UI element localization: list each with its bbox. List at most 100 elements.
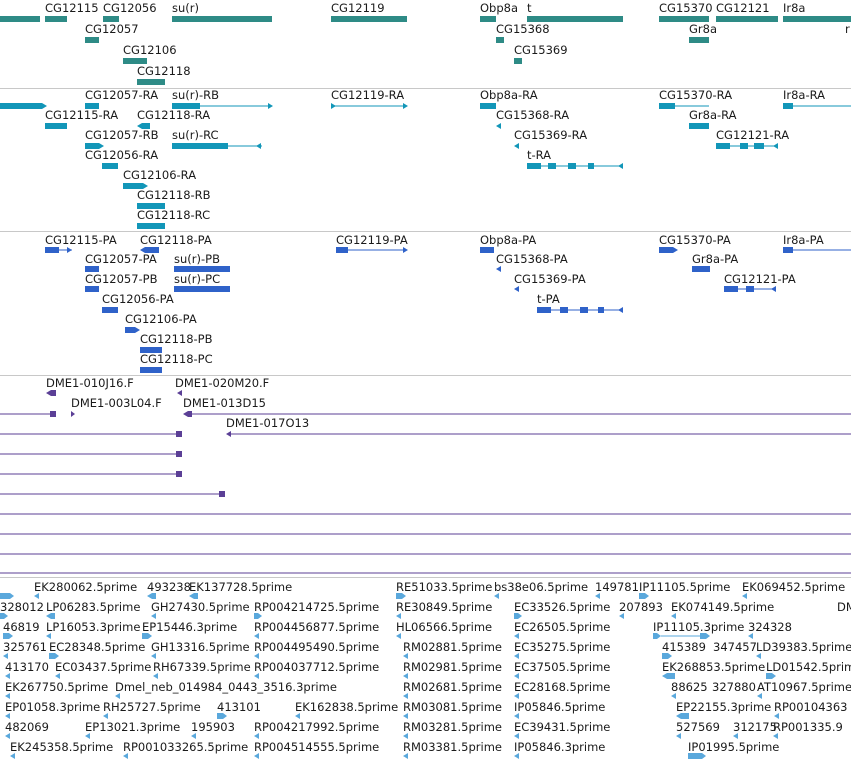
transcript-glyph[interactable] [740, 143, 748, 149]
transcript-label[interactable]: su(r)-RB [172, 89, 220, 102]
est-glyph[interactable] [151, 613, 156, 619]
transcript-glyph[interactable] [102, 163, 118, 169]
protein-glyph[interactable] [140, 247, 145, 253]
protein-label[interactable]: Ir8a-PA [783, 233, 824, 247]
est-label[interactable]: 347457 [713, 640, 757, 654]
gene-label[interactable]: CG12115 [45, 1, 99, 15]
clone-label[interactable]: DME1-010J16.F [46, 376, 134, 390]
protein-label[interactable]: CG12106-PA [125, 312, 197, 326]
est-glyph[interactable] [254, 753, 259, 759]
est-label[interactable]: RP004037712.5prime [254, 660, 380, 674]
est-label[interactable]: 493238 [147, 580, 191, 594]
transcript-glyph[interactable] [496, 123, 501, 129]
est-label[interactable]: 207893 [619, 600, 663, 614]
est-label[interactable]: 413101 [217, 700, 261, 714]
protein-label[interactable]: CG12118-PB [140, 332, 213, 346]
transcript-label[interactable]: Gr8a-RA [689, 108, 737, 122]
gene-glyph[interactable] [716, 16, 778, 22]
est-glyph[interactable] [662, 653, 672, 659]
est-label[interactable]: LP06283.5prime [46, 600, 141, 614]
est-label[interactable]: RE51033.5prime [396, 580, 493, 594]
est-glyph[interactable] [254, 653, 259, 659]
est-label[interactable]: 482069 [5, 720, 49, 734]
gene-label[interactable]: su(r) [172, 1, 199, 15]
gene-glyph[interactable] [85, 37, 99, 43]
est-label[interactable]: AT10967.5prime [757, 680, 851, 694]
est-label[interactable]: RP004217992.5prime [254, 720, 380, 734]
est-label[interactable]: EK245358.5prime [10, 740, 114, 754]
gene-label[interactable]: CG15368 [496, 22, 550, 36]
protein-label[interactable]: CG15368-PA [496, 252, 568, 266]
clone-label[interactable]: DME1-003L04.F [71, 396, 162, 410]
protein-glyph[interactable] [537, 307, 551, 313]
protein-label[interactable]: CG12119-PA [336, 233, 408, 247]
transcript-glyph[interactable] [85, 143, 99, 149]
est-glyph[interactable] [514, 733, 519, 739]
gene-label[interactable]: Obp8a [480, 1, 519, 15]
transcript-glyph[interactable] [0, 103, 42, 109]
transcript-glyph[interactable] [773, 143, 778, 149]
est-label[interactable]: LP16053.3prime [46, 620, 141, 634]
est-glyph[interactable] [396, 593, 406, 599]
clone-label[interactable]: DME1-020M20.F [175, 376, 270, 390]
est-glyph[interactable] [147, 593, 156, 599]
est-glyph[interactable] [688, 753, 706, 759]
protein-glyph[interactable] [45, 247, 59, 253]
est-glyph[interactable] [5, 733, 10, 739]
est-label[interactable]: 46819 [3, 620, 40, 634]
est-glyph[interactable] [514, 753, 519, 759]
gene-glyph[interactable] [331, 16, 407, 22]
transcript-glyph[interactable] [514, 143, 519, 149]
est-glyph[interactable] [34, 593, 39, 599]
est-label[interactable]: RM03281.5prime [403, 720, 502, 734]
est-label[interactable]: IP05846.3prime [514, 740, 606, 754]
est-glyph[interactable] [514, 673, 519, 679]
est-glyph[interactable] [46, 613, 55, 619]
est-glyph[interactable] [49, 653, 59, 659]
gene-label[interactable]: CG12106 [123, 43, 177, 57]
transcript-glyph[interactable] [331, 103, 336, 109]
gene-label[interactable]: CG12056 [103, 1, 157, 15]
est-label[interactable]: 195903 [191, 720, 235, 734]
protein-glyph[interactable] [174, 266, 230, 272]
gene-glyph[interactable] [527, 16, 623, 22]
est-glyph[interactable] [189, 593, 198, 599]
gene-label[interactable]: CG12118 [137, 64, 191, 78]
est-label[interactable]: 328012 [0, 600, 44, 614]
est-label[interactable]: EK268853.5prime [662, 660, 766, 674]
protein-label[interactable]: Obp8a-PA [480, 233, 537, 247]
gene-label[interactable]: CG12121 [716, 1, 770, 15]
est-label[interactable]: DM [837, 600, 851, 614]
transcript-label[interactable]: CG15370-RA [659, 89, 733, 102]
est-glyph[interactable] [295, 713, 300, 719]
est-label[interactable]: IP01995.5prime [688, 740, 780, 754]
est-label[interactable]: EK069452.5prime [742, 580, 846, 594]
protein-label[interactable]: CG12056-PA [102, 292, 174, 306]
est-glyph[interactable] [514, 613, 522, 619]
est-label[interactable]: IP11105.3prime [653, 620, 745, 634]
est-label[interactable]: EC03437.5prime [55, 660, 152, 674]
protein-glyph[interactable] [692, 266, 710, 272]
protein-glyph[interactable] [140, 347, 162, 353]
transcript-glyph[interactable] [42, 103, 47, 109]
transcript-glyph[interactable] [588, 163, 594, 169]
transcript-label[interactable]: Obp8a-RA [480, 89, 538, 102]
transcript-label[interactable]: CG12118-RB [137, 188, 211, 202]
est-glyph[interactable] [403, 713, 408, 719]
gene-glyph[interactable] [659, 16, 709, 22]
est-glyph[interactable] [191, 733, 196, 739]
protein-glyph[interactable] [771, 286, 776, 292]
est-glyph[interactable] [671, 613, 676, 619]
protein-label[interactable]: t-PA [537, 292, 560, 306]
est-label[interactable]: 325761 [3, 640, 47, 654]
est-glyph[interactable] [494, 593, 499, 599]
clone-end-marker[interactable] [226, 431, 231, 437]
transcript-glyph[interactable] [123, 183, 143, 189]
est-glyph[interactable] [3, 653, 8, 659]
est-label[interactable]: RP004495490.5prime [254, 640, 380, 654]
transcript-label[interactable]: su(r)-RC [172, 128, 219, 142]
transcript-label[interactable]: CG12118-RA [137, 108, 211, 122]
transcript-glyph[interactable] [527, 163, 541, 169]
est-glyph[interactable] [514, 633, 519, 639]
est-glyph[interactable] [85, 733, 90, 739]
